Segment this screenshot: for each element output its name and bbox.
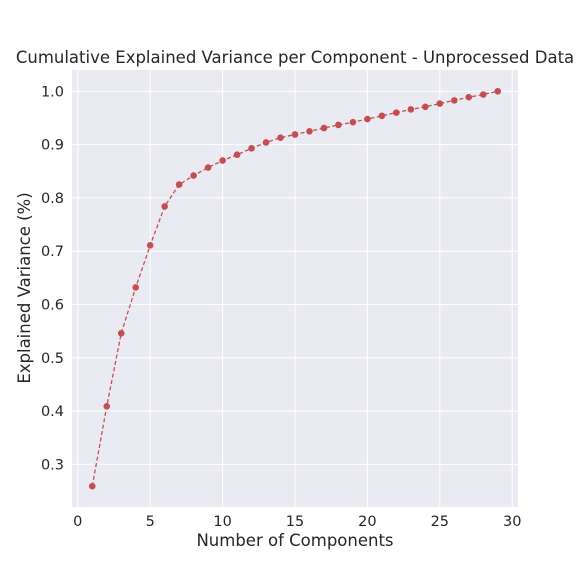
- data-point: [465, 93, 473, 101]
- x-axis-label: Number of Components: [196, 531, 393, 550]
- data-point: [132, 284, 140, 291]
- x-tick-label: 5: [146, 514, 155, 530]
- data-point: [204, 164, 212, 171]
- y-axis-label: Explained Variance (%): [15, 192, 34, 383]
- y-tick-label: 0.9: [41, 138, 64, 154]
- y-gridlines: [72, 90, 518, 465]
- x-tick-label: 10: [213, 514, 231, 530]
- data-point: [494, 88, 502, 95]
- data-point: [422, 103, 429, 111]
- data-point: [378, 112, 386, 120]
- data-point: [262, 139, 270, 146]
- data-point: [88, 482, 96, 490]
- x-tick-label: 30: [503, 514, 521, 530]
- data-point: [161, 203, 168, 210]
- data-point: [190, 172, 197, 179]
- data-point: [407, 106, 415, 113]
- data-point: [450, 97, 458, 104]
- y-tick-label: 0.7: [41, 244, 64, 260]
- data-point: [233, 151, 241, 159]
- y-tick-label: 1.0: [41, 84, 64, 100]
- data-point: [320, 124, 328, 132]
- data-point: [436, 100, 444, 107]
- data-point: [175, 181, 183, 188]
- x-gridlines: [77, 70, 513, 507]
- y-tick-label: 0.8: [41, 191, 64, 207]
- data-point: [335, 121, 342, 129]
- series-layer: [88, 88, 502, 490]
- data-point: [117, 329, 125, 337]
- data-point: [479, 91, 487, 98]
- data-point: [393, 109, 400, 116]
- chart-title: Cumulative Explained Variance per Compon…: [16, 48, 574, 67]
- data-point: [306, 127, 313, 135]
- x-tick-labels: 0 5 10 15 20 25 30: [73, 514, 521, 530]
- data-point: [219, 157, 226, 164]
- x-tick-label: 20: [358, 514, 376, 530]
- y-tick-label: 0.4: [41, 404, 64, 420]
- data-point: [349, 118, 357, 126]
- data-point: [291, 131, 299, 138]
- x-tick-label: 25: [431, 514, 449, 530]
- y-tick-label: 0.5: [41, 351, 64, 367]
- y-tick-label: 0.6: [41, 297, 64, 313]
- x-tick-label: 0: [73, 514, 82, 530]
- data-point: [277, 134, 284, 141]
- data-point: [364, 115, 371, 123]
- y-tick-labels: 0.3 0.4 0.5 0.6 0.7 0.8 0.9 1.0: [41, 84, 64, 473]
- data-point: [248, 145, 255, 152]
- data-point: [146, 242, 154, 249]
- y-tick-label: 0.3: [41, 457, 64, 473]
- x-tick-label: 15: [286, 514, 304, 530]
- data-point: [103, 402, 111, 410]
